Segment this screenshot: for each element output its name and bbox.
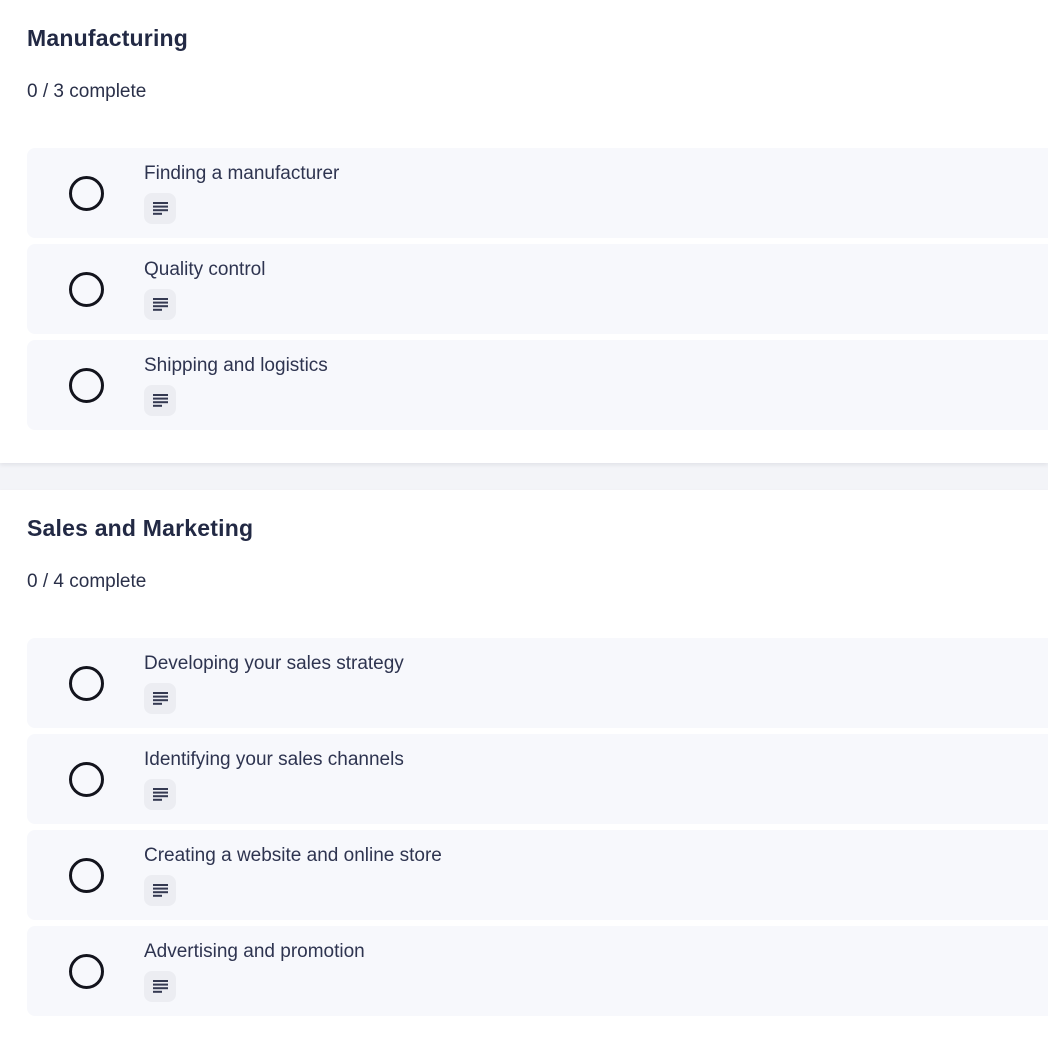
notes-icon	[152, 787, 168, 801]
notes-icon	[152, 691, 168, 705]
task-complete-checkbox[interactable]	[69, 271, 104, 307]
task-title: Identifying your sales channels	[144, 748, 404, 770]
task-title: Shipping and logistics	[144, 354, 328, 376]
section-card: Manufacturing 0 / 3 complete Finding a m…	[0, 0, 1048, 463]
task-list: Developing your sales strategy Identifyi…	[27, 638, 1048, 1016]
task-content: Shipping and logistics	[144, 355, 328, 416]
notes-icon	[152, 297, 168, 311]
section-progress: 0 / 4 complete	[27, 571, 147, 592]
task-content: Identifying your sales channels	[144, 749, 404, 810]
task-content: Quality control	[144, 259, 265, 320]
task-content: Finding a manufacturer	[144, 163, 339, 224]
task-title: Advertising and promotion	[144, 940, 365, 962]
task-notes-button[interactable]	[144, 874, 176, 906]
task-title: Finding a manufacturer	[144, 162, 340, 184]
section-card: Sales and Marketing 0 / 4 complete Devel…	[0, 490, 1048, 1038]
task-complete-checkbox[interactable]	[69, 367, 104, 403]
task-complete-checkbox[interactable]	[69, 761, 104, 797]
task-complete-checkbox[interactable]	[69, 665, 104, 701]
task-row[interactable]: Quality control	[27, 244, 1048, 334]
task-row[interactable]: Shipping and logistics	[27, 340, 1048, 430]
notes-icon	[152, 979, 168, 993]
task-row[interactable]: Creating a website and online store	[27, 830, 1048, 920]
section-title: Manufacturing	[27, 25, 189, 51]
task-content: Advertising and promotion	[144, 941, 365, 1002]
task-complete-checkbox[interactable]	[69, 857, 104, 893]
section-title: Sales and Marketing	[27, 515, 254, 541]
task-title: Developing your sales strategy	[144, 652, 404, 674]
task-title: Quality control	[144, 258, 266, 280]
task-row[interactable]: Finding a manufacturer	[27, 148, 1048, 238]
task-notes-button[interactable]	[144, 778, 176, 810]
task-notes-button[interactable]	[144, 970, 176, 1002]
task-row[interactable]: Developing your sales strategy	[27, 638, 1048, 728]
task-content: Developing your sales strategy	[144, 653, 404, 714]
task-row[interactable]: Advertising and promotion	[27, 926, 1048, 1016]
task-list: Finding a manufacturer Quality control	[27, 148, 1048, 430]
notes-icon	[152, 201, 168, 215]
task-content: Creating a website and online store	[144, 845, 442, 906]
task-notes-button[interactable]	[144, 192, 176, 224]
section-progress: 0 / 3 complete	[27, 81, 147, 102]
task-complete-checkbox[interactable]	[69, 175, 104, 211]
task-complete-checkbox[interactable]	[69, 953, 104, 989]
notes-icon	[152, 393, 168, 407]
task-title: Creating a website and online store	[144, 844, 442, 866]
task-notes-button[interactable]	[144, 682, 176, 714]
task-row[interactable]: Identifying your sales channels	[27, 734, 1048, 824]
task-notes-button[interactable]	[144, 288, 176, 320]
notes-icon	[152, 883, 168, 897]
task-notes-button[interactable]	[144, 384, 176, 416]
